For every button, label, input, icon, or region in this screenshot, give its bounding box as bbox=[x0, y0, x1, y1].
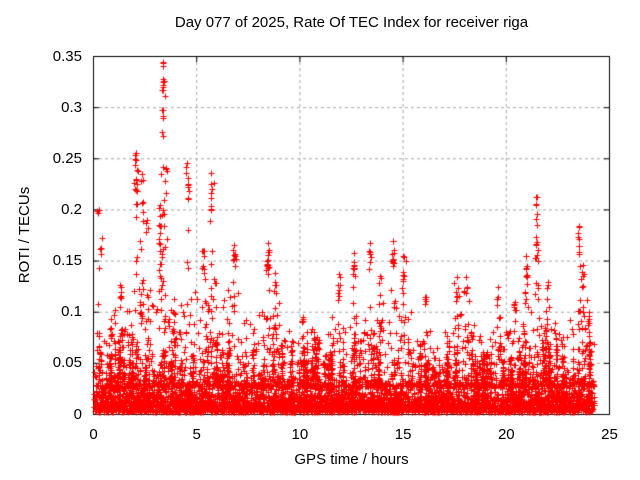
y-tick-label-0: 0 bbox=[73, 405, 82, 423]
x-tick-label-2: 10 bbox=[291, 426, 309, 443]
y-tick-label-6: 0.3 bbox=[61, 98, 82, 116]
x-tick-label-3: 15 bbox=[394, 426, 412, 443]
chart-title: Day 077 of 2025, Rate Of TEC Index for r… bbox=[174, 14, 529, 31]
y-tick-label-4: 0.2 bbox=[61, 200, 82, 218]
x-tick-label-5: 25 bbox=[601, 426, 618, 443]
y-tick-label-2: 0.1 bbox=[61, 303, 82, 321]
y-tick-label-3: 0.15 bbox=[52, 252, 82, 270]
x-axis-label: GPS time / hours bbox=[294, 451, 409, 468]
y-tick-label-5: 0.25 bbox=[52, 149, 82, 167]
x-tick-label-1: 5 bbox=[192, 426, 201, 443]
y-tick-label-1: 0.05 bbox=[52, 354, 82, 372]
x-tick-label-0: 0 bbox=[89, 426, 98, 443]
x-tick-label-4: 20 bbox=[497, 426, 515, 443]
y-tick-label-7: 0.35 bbox=[52, 47, 82, 65]
